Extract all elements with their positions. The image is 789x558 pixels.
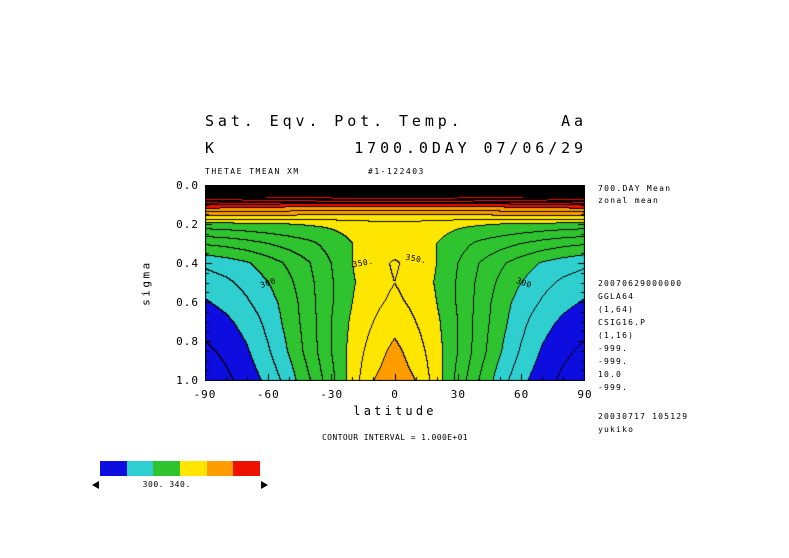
x-tick-label: 30 [450,388,466,401]
x-tick-label: 90 [577,388,593,401]
colorbar-cell [100,461,127,476]
x-tick-label: -30 [320,388,344,401]
colorbar [100,461,261,476]
contour-canvas [205,185,585,381]
y-tick-label: 0.6 [176,296,199,309]
colorbar-cell [233,461,261,476]
x-tick-label: -90 [193,388,217,401]
colorbar-cell [153,461,181,476]
metadata-block: 20070629000000 GGLA64 (1,64) CSIG16.P (1,16)… [598,277,682,394]
metadata-line: -999. [598,357,629,366]
colorbar-cell [180,461,207,476]
page-code: Aa [561,112,587,130]
mean-label: 700.DAY Mean [598,184,672,193]
contour-interval-label: CONTOUR INTERVAL = 1.000E+01 [321,433,469,442]
metadata-line: (1,16) [598,331,635,340]
x-tick-label: -60 [256,388,280,401]
metadata-line: -999. [598,344,629,353]
colorbar-cell [126,461,154,476]
y-tick-label: 0.8 [176,335,199,348]
metadata-footer: 20030717 105129 yukiko [598,410,688,436]
y-tick-label: 0.0 [176,179,199,192]
contour-plot: 300 350. 350. 300 [205,185,585,381]
header-row-1: Sat. Eqv. Pot. Temp. Aa [205,112,587,130]
metadata-line: CSIG16.P [598,318,647,327]
x-tick-label: 60 [514,388,530,401]
x-tick-label: 0 [391,388,399,401]
metadata-line: -999. [598,383,629,392]
colorbar-left-arrow-icon [92,481,99,489]
colorbar-cell [206,461,234,476]
metadata-line: (1,64) [598,305,635,314]
metadata-line: 10.0 [598,370,623,379]
datetime-label: 1700.0DAY 07/06/29 [354,139,587,157]
metadata-footer-line: yukiko [598,425,635,434]
metadata-line: GGLA64 [598,292,635,301]
metadata-line: 20070629000000 [598,279,683,288]
metadata-footer-line: 20030717 105129 [598,412,689,421]
y-tick-label: 0.2 [176,218,199,231]
zonal-mean-label: zonal mean [598,196,660,205]
y-axis-title: sigma [139,260,153,306]
plot-title: Sat. Eqv. Pot. Temp. [205,112,464,130]
header-row-3: THETAE TMEAN XM #1-122403 [205,167,587,176]
header-row-2: K 1700.0DAY 07/06/29 [205,139,587,157]
y-tick-label: 1.0 [176,374,199,387]
x-axis-title: latitude [353,404,437,418]
colorbar-label: 340. [169,480,191,489]
colorbar-right-arrow-icon [261,481,268,489]
variable-label: THETAE TMEAN XM [205,167,300,176]
y-tick-label: 0.4 [176,257,199,270]
units-label: K [205,139,218,157]
colorbar-label: 300. [142,480,164,489]
figure-number: #1-122403 [368,167,425,176]
